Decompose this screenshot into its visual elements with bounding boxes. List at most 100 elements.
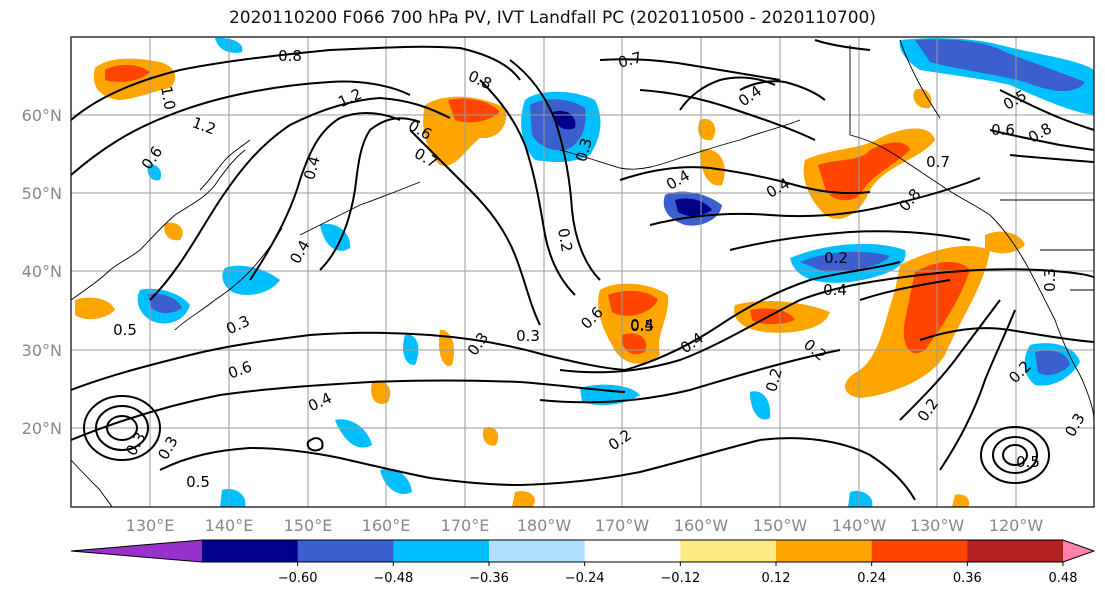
- contour-label: 0.2: [824, 249, 848, 267]
- negative-anomaly: [147, 164, 162, 181]
- contour-label-text: 0.3: [1041, 268, 1059, 292]
- contour-label: 0.8: [278, 47, 302, 65]
- contour-label: 0.4: [630, 316, 654, 334]
- contour-label: 0.7: [616, 48, 644, 72]
- colorbar-segment: [489, 540, 586, 562]
- negative-anomaly: [222, 265, 280, 295]
- positive-anomaly: [512, 491, 535, 507]
- contour-label-text: 0.2: [554, 227, 576, 254]
- colorbar-tick-label: 0.12: [762, 571, 791, 586]
- lat-label: 20°N: [22, 419, 62, 438]
- colorbar: [70, 539, 1096, 563]
- colorbar-segment: [776, 540, 873, 562]
- contour-label: 0.7: [926, 153, 950, 171]
- contour-label-text: 1.0: [157, 85, 179, 112]
- colorbar-tick-label: 0.36: [953, 571, 982, 586]
- contour-label-text: 0.4: [300, 154, 324, 182]
- colorbar-extension-low: [71, 540, 202, 562]
- negative-anomaly: [848, 490, 873, 507]
- latitude-labels: 60°N 50°N 40°N 30°N 20°N: [22, 106, 62, 438]
- lon-label: 130°W: [910, 516, 965, 535]
- lat-label: 30°N: [22, 341, 62, 360]
- positive-anomaly: [448, 98, 500, 123]
- contour-label: 0.5: [113, 321, 137, 339]
- contour-label: 0.3: [572, 136, 596, 164]
- negative-anomaly: [148, 293, 182, 314]
- lon-label: 160°W: [674, 516, 729, 535]
- negative-anomaly: [800, 251, 890, 272]
- contour-label-text: 0.6: [991, 121, 1015, 139]
- map-title: 2020110200 F066 700 hPa PV, IVT Landfall…: [228, 8, 876, 28]
- contour-label: 0.2: [762, 366, 786, 394]
- positive-anomaly: [371, 381, 391, 404]
- contour-label: 0.4: [677, 329, 707, 357]
- contour-label: 0.3: [1061, 410, 1089, 440]
- colorbar-tick-label: −0.36: [469, 571, 509, 586]
- negative-anomaly: [335, 419, 372, 448]
- lon-label: 140°E: [205, 516, 254, 535]
- lon-label: 160°E: [362, 516, 411, 535]
- lat-label: 50°N: [22, 184, 62, 203]
- contour-label: 0.2: [914, 395, 942, 425]
- contour-label-text: 0.2: [824, 249, 848, 267]
- positive-anomaly: [75, 297, 115, 320]
- map-frame: [70, 36, 1095, 508]
- contour-lines: [71, 39, 1094, 501]
- positive-anomaly: [438, 329, 455, 366]
- contour-label: 0.3: [1041, 268, 1059, 292]
- colorbar-segment: [202, 540, 299, 562]
- positive-anomaly: [913, 88, 932, 109]
- colorbar-segment: [871, 540, 968, 562]
- contour-label: 0.2: [554, 227, 576, 254]
- colorbar-ticks: −0.60 −0.48 −0.36 −0.24 −0.12 0.12 0.24 0.36 0.4…: [278, 562, 1077, 586]
- positive-anomaly: [818, 142, 910, 201]
- lon-label: 120°W: [989, 516, 1044, 535]
- positive-anomaly: [105, 64, 150, 82]
- colorbar-tick-label: −0.48: [373, 571, 413, 586]
- colorbar-segment: [584, 540, 681, 562]
- lon-label: 180°W: [517, 516, 572, 535]
- negative-anomaly: [380, 468, 412, 494]
- colorbar-tick-label: −0.60: [278, 571, 318, 586]
- contour-label-text: 0.5: [186, 473, 210, 491]
- contour-label: 0.3: [223, 312, 252, 338]
- contour-label: 0.6: [991, 121, 1015, 139]
- contour-label-text: 0.6: [138, 143, 166, 173]
- colorbar-tick-label: 0.24: [857, 571, 886, 586]
- longitude-labels: 130°E 140°E 150°E 160°E 170°E 180°W 170°…: [126, 516, 1044, 535]
- lon-label: 150°E: [284, 516, 333, 535]
- colorbar-segment: [393, 540, 490, 562]
- negative-anomaly: [220, 489, 246, 507]
- contour-label-text: 0.2: [762, 366, 786, 394]
- contour-label-text: 0.4: [630, 316, 654, 334]
- contour-label: 1.2: [190, 113, 219, 138]
- contour-label: 0.3: [122, 429, 150, 459]
- contour-labels: 0.8 1.0 1.2 0.6 1.2 0.4 0.8 0.6 0.7 0.4 0.3 0.4 0.2 0…: [113, 47, 1089, 491]
- contour-label: 0.3: [516, 327, 540, 345]
- positive-anomaly: [608, 290, 658, 316]
- lon-label: 140°W: [832, 516, 887, 535]
- negative-anomaly: [1035, 350, 1070, 376]
- contour-label-text: 0.4: [823, 281, 847, 299]
- contour-label-text: 0.3: [516, 327, 540, 345]
- contour-label-text: 0.2: [605, 426, 635, 454]
- contour-label-text: 0.8: [278, 47, 302, 65]
- positive-anomaly: [482, 426, 499, 446]
- contour-label-text: 0.3: [464, 329, 492, 359]
- contour-label: 0.8: [895, 185, 924, 215]
- contour-label-text: 0.3: [572, 136, 596, 164]
- contour-label: 0.5: [186, 473, 210, 491]
- lon-label: 130°E: [126, 516, 175, 535]
- contour-label: 0.3: [464, 329, 492, 359]
- colorbar-outline: [70, 539, 1096, 563]
- contour-label: 0.2: [605, 426, 635, 454]
- contour-label-text: 0.8: [895, 185, 924, 215]
- negative-anomaly: [750, 391, 771, 420]
- contour-label: 0.5: [1016, 453, 1040, 471]
- colorbar-segment: [967, 540, 1064, 562]
- contour-label: 0.2: [800, 335, 830, 364]
- contour-label-text: 0.7: [616, 48, 644, 72]
- contour-label: 0.6: [138, 143, 166, 173]
- contour-label-text: 0.2: [914, 395, 942, 425]
- contour-label: 1.0: [157, 85, 179, 112]
